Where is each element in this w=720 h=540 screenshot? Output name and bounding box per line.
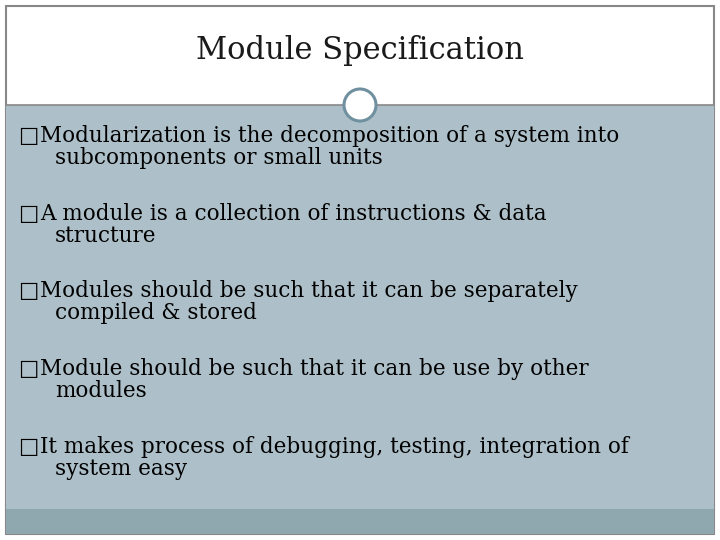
Text: □: □ xyxy=(18,436,38,458)
Text: compiled & stored: compiled & stored xyxy=(55,302,257,325)
Text: □: □ xyxy=(18,125,38,147)
Text: Modularization is the decomposition of a system into: Modularization is the decomposition of a… xyxy=(40,125,619,147)
Circle shape xyxy=(344,89,376,121)
Text: modules: modules xyxy=(55,380,147,402)
FancyBboxPatch shape xyxy=(6,6,714,534)
Text: It makes process of debugging, testing, integration of: It makes process of debugging, testing, … xyxy=(40,436,629,458)
Text: structure: structure xyxy=(55,225,156,247)
Text: system easy: system easy xyxy=(55,458,187,480)
FancyBboxPatch shape xyxy=(6,509,714,534)
FancyBboxPatch shape xyxy=(6,105,714,509)
Text: subcomponents or small units: subcomponents or small units xyxy=(55,147,383,169)
Text: Module Specification: Module Specification xyxy=(196,35,524,66)
Text: □: □ xyxy=(18,358,38,380)
Text: □: □ xyxy=(18,280,38,302)
Text: □: □ xyxy=(18,202,38,225)
Text: A module is a collection of instructions & data: A module is a collection of instructions… xyxy=(40,202,546,225)
Text: Module should be such that it can be use by other: Module should be such that it can be use… xyxy=(40,358,589,380)
Text: Modules should be such that it can be separately: Modules should be such that it can be se… xyxy=(40,280,577,302)
